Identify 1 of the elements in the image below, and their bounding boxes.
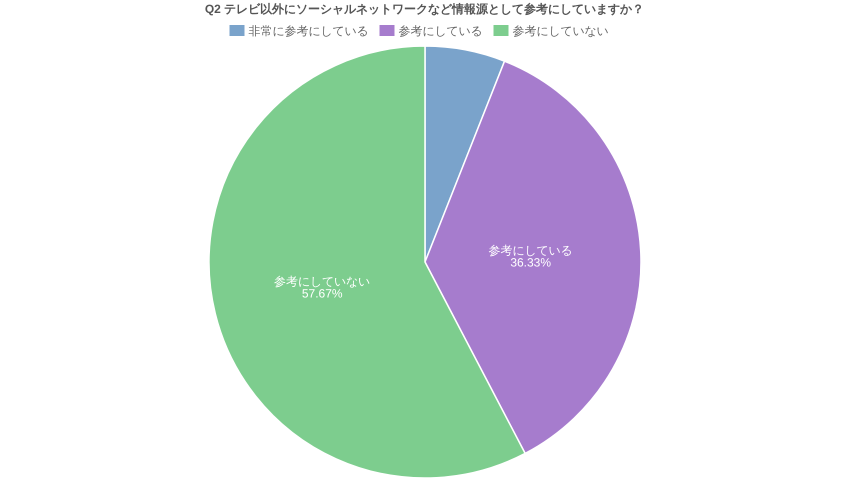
title: Q2 テレビ以外にソーシャルネットワークなど情報源として参考にしていますか？ xyxy=(204,2,644,16)
